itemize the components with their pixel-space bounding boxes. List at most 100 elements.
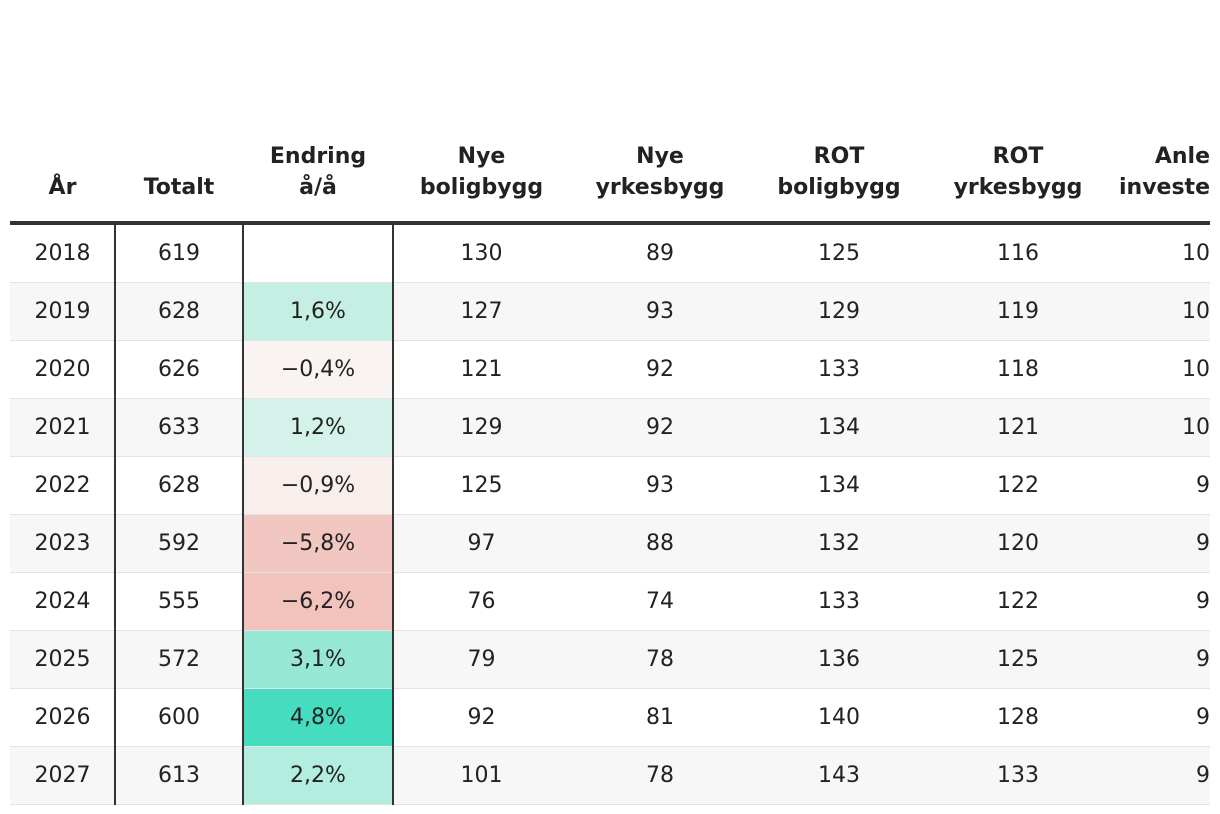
row-background xyxy=(10,283,1210,341)
row-background xyxy=(10,515,1210,573)
row-background xyxy=(10,225,1210,283)
table-cell: 10 xyxy=(1182,415,1210,440)
table-cell: 121 xyxy=(460,357,503,382)
table-cell: 613 xyxy=(158,763,200,788)
table-cell: 122 xyxy=(997,473,1039,498)
table-cell: 1,2% xyxy=(243,399,393,456)
row-background xyxy=(10,399,1210,457)
table-cell: 2021 xyxy=(34,415,91,440)
table-cell: 9 xyxy=(1196,473,1210,498)
header-text: ROT xyxy=(992,144,1044,169)
table-cell: 9 xyxy=(1196,647,1210,672)
table-cell: 626 xyxy=(158,357,200,382)
table-cell: 74 xyxy=(646,589,674,614)
table-cell: 78 xyxy=(646,647,674,672)
header-text: Nye xyxy=(636,144,684,169)
column-header: Totalt xyxy=(115,130,243,221)
table-cell: 2023 xyxy=(34,531,91,556)
column-divider xyxy=(114,225,116,805)
table-cell: 633 xyxy=(158,415,200,440)
table-cell: 134 xyxy=(818,473,860,498)
header-text: boligbygg xyxy=(419,175,544,200)
table-cell: 9 xyxy=(1196,705,1210,730)
table-cell: 2024 xyxy=(34,589,91,614)
table-cell: 93 xyxy=(646,473,674,498)
row-background xyxy=(10,631,1210,689)
table-cell: 2019 xyxy=(34,299,91,324)
table-cell: 79 xyxy=(467,647,496,672)
row-background xyxy=(10,573,1210,631)
table-cell: 88 xyxy=(646,531,674,556)
table-cell: 2027 xyxy=(34,763,91,788)
table-cell: 572 xyxy=(158,647,200,672)
table-cell: 10 xyxy=(1182,357,1210,382)
table-cell: 92 xyxy=(646,415,674,440)
column-divider xyxy=(392,225,394,805)
table-cell: 134 xyxy=(818,415,860,440)
table-cell: 92 xyxy=(646,357,674,382)
table-cell: 119 xyxy=(997,299,1039,324)
header-text: investe xyxy=(1119,175,1210,200)
table-cell: 93 xyxy=(646,299,674,324)
table-cell: 127 xyxy=(460,299,503,324)
header-text: å/å xyxy=(299,175,337,200)
table: År Totalt Endring å/å Nye boligbygg Nye yrkesby… xyxy=(10,0,1210,814)
column-header: Nye boligbygg xyxy=(393,130,570,221)
table-cell: 10 xyxy=(1182,299,1210,324)
table-cell: 125 xyxy=(997,647,1039,672)
header-text: År xyxy=(48,175,77,200)
header-text: ROT xyxy=(813,144,865,169)
table-cell: 140 xyxy=(818,705,860,730)
table-cell: 133 xyxy=(818,589,860,614)
table-cell: 600 xyxy=(158,705,200,730)
row-background xyxy=(10,341,1210,399)
table-cell: 129 xyxy=(818,299,860,324)
table-cell: 143 xyxy=(818,763,860,788)
table-cell: 133 xyxy=(997,763,1039,788)
column-header: Nye yrkesbygg xyxy=(570,130,750,221)
table-cell: 121 xyxy=(997,415,1039,440)
table-cell: 129 xyxy=(460,415,503,440)
header-text: Anle xyxy=(1154,144,1210,169)
table-cell: 9 xyxy=(1196,763,1210,788)
header-text: yrkesbygg xyxy=(953,175,1083,200)
header-text: Nye xyxy=(457,144,506,169)
column-header: ROT boligbygg xyxy=(750,130,928,221)
table-cell: 122 xyxy=(997,589,1039,614)
row-background xyxy=(10,457,1210,515)
table-cell: 619 xyxy=(158,241,200,266)
table-cell: 81 xyxy=(646,705,674,730)
table-cell: 125 xyxy=(460,473,503,498)
table-cell: 130 xyxy=(460,241,503,266)
row-background xyxy=(10,747,1210,805)
column-header: Endring å/å xyxy=(243,130,393,221)
table-cell: 2026 xyxy=(34,705,91,730)
table-cell: 78 xyxy=(646,763,674,788)
table-cell: 2,2% xyxy=(243,747,393,804)
table-cell: 628 xyxy=(158,299,200,324)
table-cell: 2025 xyxy=(34,647,91,672)
table-cell: 1,6% xyxy=(243,283,393,340)
table-cell: 76 xyxy=(467,589,496,614)
table-cell: 3,1% xyxy=(243,631,393,688)
table-cell: 97 xyxy=(467,531,496,556)
column-header: Anle investe xyxy=(1108,130,1210,221)
table-cell: −6,2% xyxy=(243,573,393,630)
table-cell: 89 xyxy=(646,241,674,266)
table-cell: 9 xyxy=(1196,531,1210,556)
header-text: Totalt xyxy=(143,175,215,200)
table-cell: −0,4% xyxy=(243,341,393,398)
header-text: boligbygg xyxy=(777,175,901,200)
table-cell: 128 xyxy=(997,705,1039,730)
table-cell: −5,8% xyxy=(243,515,393,572)
header-rule xyxy=(10,221,1210,225)
column-divider xyxy=(242,225,244,805)
table-cell: 2018 xyxy=(34,241,91,266)
header-text: Endring xyxy=(269,144,367,169)
table-cell: 592 xyxy=(158,531,200,556)
table-cell: 118 xyxy=(997,357,1039,382)
table-cell: 133 xyxy=(818,357,860,382)
table-cell: 125 xyxy=(818,241,860,266)
table-cell: 120 xyxy=(997,531,1039,556)
